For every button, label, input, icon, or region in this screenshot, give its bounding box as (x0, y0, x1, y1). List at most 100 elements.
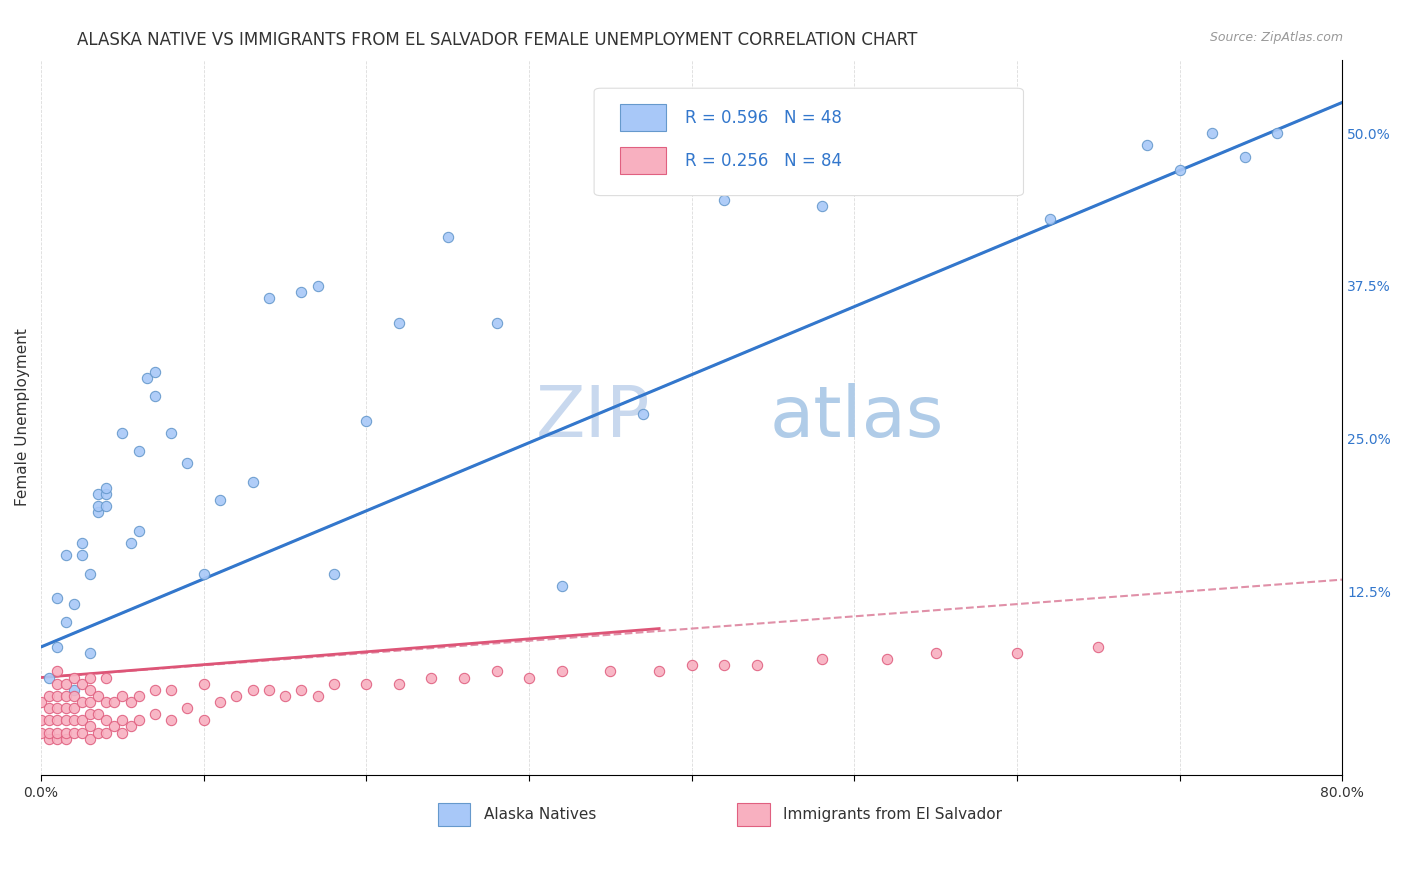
Point (87, 725, 110, 739)
FancyBboxPatch shape (737, 803, 769, 825)
Point (120, 695, 142, 709)
Point (62, 682, 84, 697)
Point (79, 566, 101, 581)
Point (322, 676, 344, 690)
Point (388, 676, 411, 690)
Point (160, 425, 183, 440)
Point (745, 658, 768, 673)
Point (599, 665, 621, 679)
Point (1201, 126, 1223, 140)
Point (46, 591, 69, 605)
Point (128, 444, 150, 458)
Point (79, 682, 101, 697)
Point (46, 676, 69, 690)
Point (648, 665, 671, 679)
Point (120, 719, 142, 733)
Point (193, 566, 215, 581)
Point (143, 365, 166, 379)
Y-axis label: Female Unemployment: Female Unemployment (15, 328, 30, 507)
Point (70, 725, 93, 739)
Point (176, 701, 198, 715)
Point (62, 689, 84, 703)
Point (55, 548, 77, 562)
Point (356, 413, 378, 427)
Text: R = 0.256   N = 84: R = 0.256 N = 84 (685, 152, 842, 169)
Text: Source: ZipAtlas.com: Source: ZipAtlas.com (1209, 31, 1343, 45)
FancyBboxPatch shape (437, 803, 471, 825)
Point (1168, 162, 1191, 177)
Point (103, 695, 125, 709)
Point (208, 695, 231, 709)
Point (307, 689, 329, 703)
Point (713, 658, 735, 673)
Point (290, 285, 312, 299)
Point (193, 676, 215, 690)
Point (225, 689, 247, 703)
Point (70, 548, 93, 562)
FancyBboxPatch shape (595, 88, 1024, 195)
Point (274, 689, 297, 703)
Point (62, 597, 84, 611)
Point (550, 665, 572, 679)
Point (810, 199, 832, 213)
Point (96, 481, 118, 495)
Point (128, 689, 150, 703)
Point (143, 682, 166, 697)
Point (356, 676, 378, 690)
Text: R = 0.596   N = 48: R = 0.596 N = 48 (685, 109, 842, 127)
Point (38, 671, 60, 685)
Point (307, 279, 329, 293)
Point (176, 456, 198, 470)
Point (87, 505, 110, 519)
Point (96, 725, 118, 739)
FancyBboxPatch shape (620, 147, 665, 174)
Point (55, 701, 77, 715)
Point (193, 714, 215, 728)
Point (111, 725, 134, 739)
Point (79, 695, 101, 709)
Point (420, 671, 443, 685)
Point (46, 665, 69, 679)
Point (111, 425, 134, 440)
Point (46, 731, 69, 746)
Point (79, 719, 101, 733)
Point (208, 493, 231, 508)
Point (79, 671, 101, 685)
Point (96, 487, 118, 501)
Point (1136, 138, 1159, 153)
Point (388, 316, 411, 330)
Point (38, 689, 60, 703)
Point (96, 500, 118, 514)
FancyBboxPatch shape (620, 104, 665, 131)
Point (38, 731, 60, 746)
Point (111, 689, 134, 703)
Text: Alaska Natives: Alaska Natives (484, 806, 596, 822)
Point (242, 475, 264, 489)
Point (111, 714, 134, 728)
Point (46, 689, 69, 703)
Point (96, 671, 118, 685)
Point (70, 714, 93, 728)
Point (103, 719, 125, 733)
Point (62, 714, 84, 728)
Point (62, 725, 84, 739)
Point (96, 695, 118, 709)
Point (55, 615, 77, 630)
Point (143, 707, 166, 722)
Point (79, 707, 101, 722)
Point (30, 695, 52, 709)
Point (453, 671, 475, 685)
Point (1005, 646, 1028, 660)
Point (436, 230, 458, 244)
Text: ALASKA NATIVE VS IMMIGRANTS FROM EL SALVADOR FEMALE UNEMPLOYMENT CORRELATION CHA: ALASKA NATIVE VS IMMIGRANTS FROM EL SALV… (77, 31, 918, 49)
Point (55, 689, 77, 703)
Point (38, 701, 60, 715)
Point (322, 566, 344, 581)
Point (1087, 640, 1109, 654)
Point (924, 646, 946, 660)
Point (681, 658, 703, 673)
Point (79, 646, 101, 660)
Point (46, 640, 69, 654)
Point (290, 682, 312, 697)
Point (631, 408, 654, 422)
